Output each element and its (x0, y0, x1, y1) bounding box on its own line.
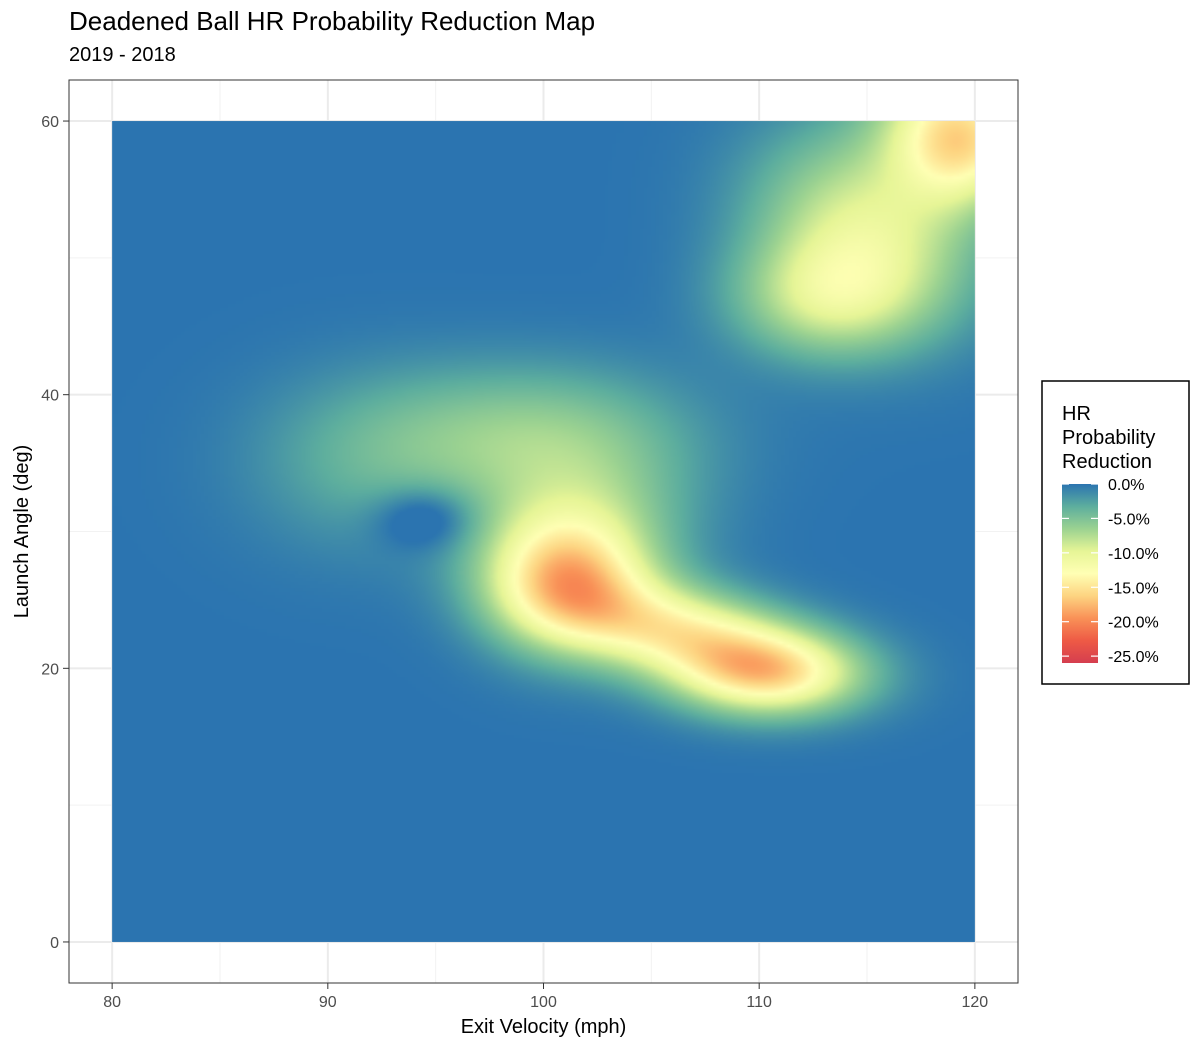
y-tick-label: 40 (41, 388, 59, 405)
x-axis-ticks: 80 90 100 110 120 (103, 983, 988, 1011)
x-tick-label: 120 (962, 994, 989, 1011)
x-tick-label: 80 (103, 994, 121, 1011)
y-axis-ticks: 0 20 40 60 (41, 114, 69, 952)
y-tick-label: 60 (41, 114, 59, 131)
legend-tick-label: -5.0% (1108, 511, 1150, 528)
x-tick-label: 90 (319, 994, 337, 1011)
legend: HR Probability Reduction 0.0% -5.0% -10.0%… (1041, 380, 1190, 685)
y-tick-label: 20 (41, 661, 59, 678)
legend-tick-label: 0.0% (1108, 477, 1144, 494)
legend-tick-label: -25.0% (1108, 649, 1159, 666)
x-axis-title: Exit Velocity (mph) (461, 1016, 627, 1038)
x-tick-label: 100 (530, 994, 557, 1011)
legend-title-line-3: Reduction (1062, 451, 1152, 473)
heatmap-surface (112, 121, 975, 942)
y-axis-title: Launch Angle (deg) (11, 445, 33, 618)
legend-colorbar (1062, 484, 1098, 663)
legend-title-line-2: Probability (1062, 427, 1155, 449)
legend-tick-label: -10.0% (1108, 546, 1159, 563)
legend-title-line-1: HR (1062, 403, 1091, 425)
chart-subtitle: 2019 - 2018 (69, 44, 176, 66)
legend-tick-label: -15.0% (1108, 580, 1159, 597)
x-tick-label: 110 (746, 994, 772, 1011)
chart-title: Deadened Ball HR Probability Reduction M… (69, 6, 596, 36)
y-tick-label: 0 (50, 935, 59, 952)
legend-ticks: 0.0% -5.0% -10.0% -15.0% -20.0% -25.0% (1062, 477, 1159, 666)
legend-tick-label: -20.0% (1108, 615, 1159, 632)
